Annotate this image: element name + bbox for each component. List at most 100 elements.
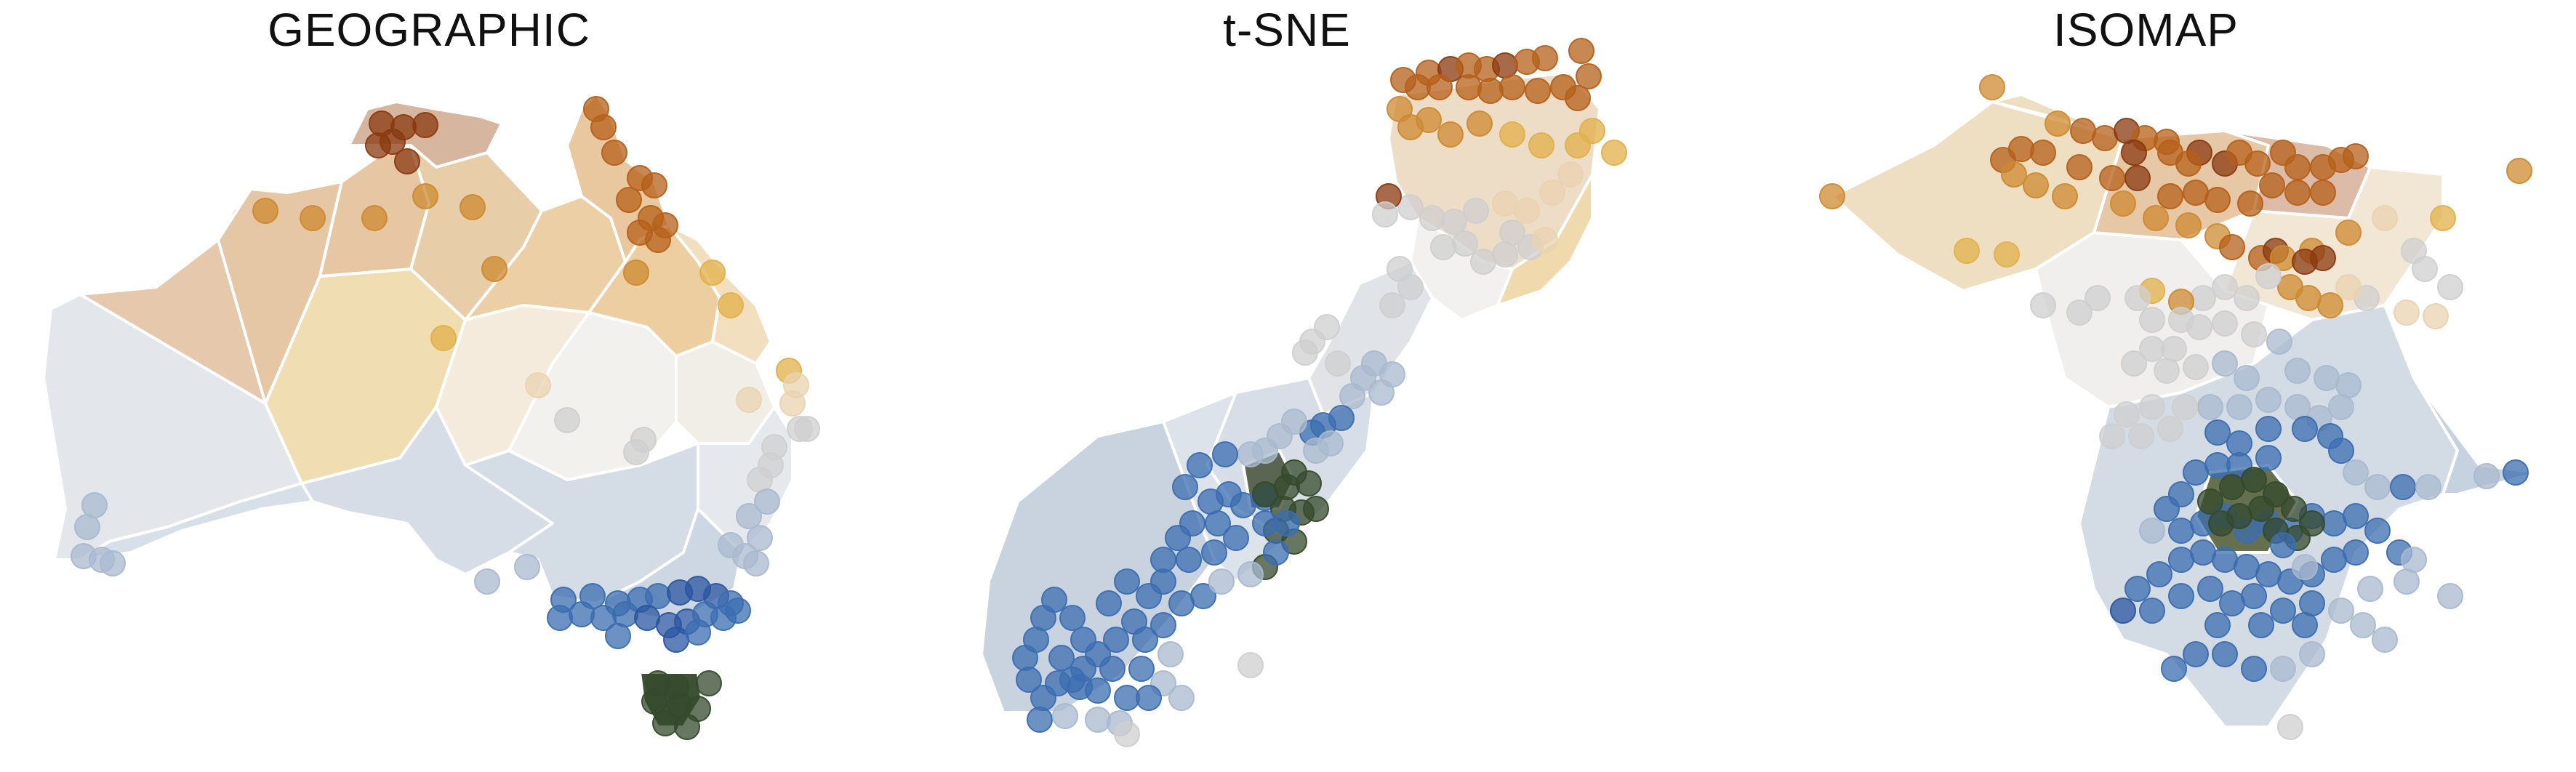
isomap-point — [2226, 430, 2252, 457]
tsne-point — [1237, 652, 1264, 678]
isomap-point — [1954, 238, 1980, 264]
isomap-point — [2234, 285, 2260, 311]
geographic-point — [623, 439, 649, 465]
isomap-point — [2197, 488, 2223, 515]
geographic-point — [747, 467, 773, 493]
tsne-panel: t-SNE — [858, 0, 1716, 772]
isomap-point — [2255, 445, 2282, 471]
isomap-point — [2343, 503, 2369, 529]
isomap-point — [2121, 350, 2147, 377]
geographic-point — [380, 129, 406, 155]
geographic-point — [674, 714, 700, 740]
tsne-title: t-SNE — [1223, 4, 1351, 56]
tsne-point — [1190, 583, 1216, 609]
geographic-point — [554, 407, 580, 433]
isomap-point — [2204, 612, 2231, 638]
isomap-point — [2328, 394, 2354, 420]
isomap-point — [2226, 394, 2252, 420]
isomap-point — [2314, 365, 2340, 391]
isomap-point — [2052, 183, 2078, 209]
tsne-point — [1165, 525, 1191, 551]
tsne-point — [1128, 656, 1155, 682]
isomap-point — [2045, 110, 2071, 137]
isomap-point — [2110, 190, 2136, 217]
isomap-point — [2186, 314, 2212, 340]
tsne-point — [1296, 470, 1322, 496]
isomap-point — [2183, 641, 2209, 667]
geographic-point — [736, 387, 762, 413]
tsne-point — [1099, 656, 1126, 682]
isomap-point — [2197, 576, 2223, 602]
isomap-point — [2317, 292, 2343, 318]
geographic-point — [525, 372, 551, 398]
isomap-point — [2212, 547, 2238, 573]
tsne-point — [1205, 510, 1231, 536]
tsne-point — [1339, 383, 1365, 409]
tsne-point — [1539, 180, 1565, 206]
isomap-point — [2154, 496, 2180, 522]
isomap-point — [2437, 274, 2463, 300]
isomap-point — [2168, 583, 2194, 609]
tsne-cell-gold — [1496, 173, 1594, 307]
isomap-point — [2248, 496, 2274, 522]
isomap-point — [2157, 183, 2183, 209]
isomap-point — [2423, 303, 2449, 329]
isomap-point — [2139, 518, 2165, 544]
isomap-point — [2506, 158, 2532, 184]
tsne-point — [1168, 590, 1195, 616]
tsne-point — [1525, 78, 1551, 104]
isomap-point — [2266, 329, 2292, 355]
tsne-point — [1212, 441, 1238, 467]
tsne-point — [1237, 561, 1264, 587]
geographic-point — [718, 292, 744, 318]
isomap-point — [2146, 561, 2172, 587]
geographic-point — [590, 114, 617, 140]
isomap-point — [2139, 394, 2165, 420]
geographic-point — [627, 220, 653, 246]
isomap-point — [1994, 241, 2020, 268]
isomap-point — [2001, 161, 2027, 188]
isomap-point — [2343, 143, 2369, 169]
isomap-point — [2212, 350, 2238, 377]
geographic-point — [747, 525, 773, 551]
geographic-point — [81, 492, 108, 518]
geographic-point — [641, 172, 667, 198]
isomap-point — [2124, 285, 2151, 311]
isomap-point — [2430, 205, 2456, 231]
isomap-point — [2070, 118, 2096, 144]
tsne-point — [1096, 590, 1122, 616]
isomap-point — [2204, 452, 2231, 478]
geographic-point — [601, 140, 627, 166]
isomap-point — [2437, 583, 2463, 609]
tsne-point — [1419, 205, 1445, 231]
isomap-point — [2183, 354, 2209, 380]
tsne-point — [1492, 190, 1518, 217]
tsne-embedding — [980, 38, 1627, 747]
geographic-point — [412, 112, 438, 138]
isomap-point — [2212, 310, 2238, 337]
tsne-point — [1463, 198, 1489, 224]
isomap-point — [2259, 172, 2285, 198]
tsne-point — [1427, 74, 1453, 100]
tsne-point — [1576, 63, 1602, 89]
isomap-point — [2175, 150, 2202, 177]
geographic-point — [699, 260, 726, 286]
isomap-point — [2364, 518, 2391, 544]
geographic-point — [736, 503, 762, 529]
tsne-point — [1059, 605, 1086, 631]
isomap-point — [2415, 474, 2441, 500]
tsne-point — [1532, 45, 1558, 71]
isomap-point — [2237, 190, 2263, 217]
tsne-point — [1514, 198, 1540, 224]
geographic-point — [743, 550, 769, 576]
tsne-point — [1437, 121, 1464, 148]
tsne-point — [1579, 118, 1605, 144]
isomap-point — [2335, 274, 2362, 300]
geographic-point — [300, 205, 326, 231]
isomap-title: ISOMAP — [2053, 4, 2239, 56]
geographic-point — [460, 194, 486, 220]
isomap-point — [2284, 394, 2311, 420]
isomap-point — [2321, 510, 2347, 536]
geographic-point — [100, 550, 126, 576]
isomap-point — [2121, 140, 2147, 166]
